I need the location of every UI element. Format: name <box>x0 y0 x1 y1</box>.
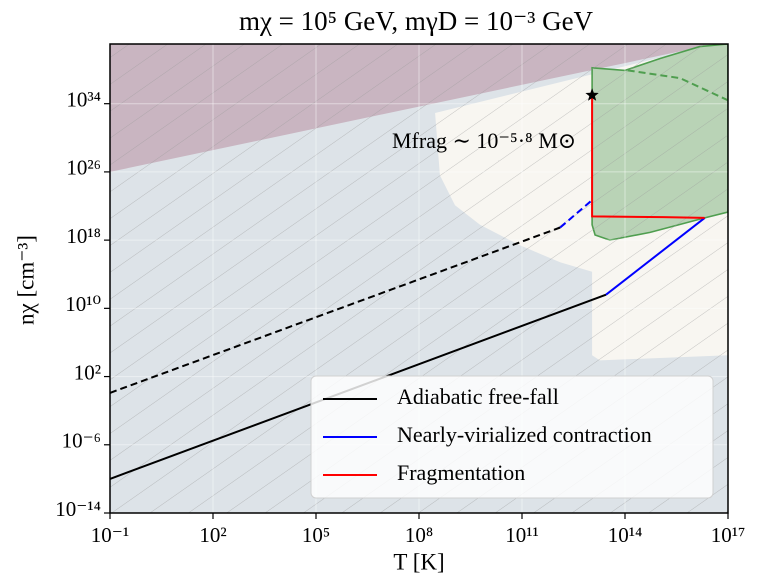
line <box>627 69 728 102</box>
y-tick-label: 10¹⁸ <box>66 224 101 248</box>
x-tick-label: 10¹⁴ <box>608 523 643 547</box>
y-tick-label: 10⁻⁶ <box>62 429 101 453</box>
star-marker <box>585 88 599 101</box>
lines <box>110 69 728 480</box>
line <box>605 217 706 296</box>
y-tick-label: 10³⁴ <box>66 88 101 112</box>
y-axis-label: nχ [cm⁻³] <box>13 235 38 325</box>
x-tick-label: 10¹¹ <box>505 523 539 547</box>
x-tick-label: 10⁸ <box>405 523 433 547</box>
legend: Adiabatic free-fall Nearly-virialized con… <box>310 375 714 499</box>
legend-label: Adiabatic free-fall <box>397 384 559 409</box>
legend-label: Nearly-virialized contraction <box>397 422 652 447</box>
x-axis-label: T [K] <box>393 549 444 574</box>
line <box>559 199 593 229</box>
annotation: Mfrag ∼ 10⁻⁵·⁸ M⊙ <box>392 128 576 153</box>
x-tick-label: 10⁻¹ <box>91 523 129 547</box>
y-tick-label: 10¹⁰ <box>65 292 101 316</box>
line <box>110 226 561 394</box>
legend-label: Fragmentation <box>397 460 525 485</box>
y-tick-label: 10² <box>74 360 101 384</box>
x-tick-label: 10¹⁷ <box>711 523 746 547</box>
x-tick-label: 10⁵ <box>302 523 330 547</box>
ticks: 10⁻¹ 10² 10⁵ 10⁸ 10¹¹ 10¹⁴ 10¹⁷ 10⁻¹⁴ 10⁻⁶ 10² 10¹… <box>55 88 745 547</box>
y-tick-label: 10²⁶ <box>66 156 101 180</box>
line <box>591 95 705 219</box>
y-tick-label: 10⁻¹⁴ <box>55 497 101 521</box>
chart-title: mχ = 10⁵ GeV, mγD = 10⁻³ GeV <box>239 6 594 36</box>
legend-box <box>310 375 714 499</box>
x-tick-label: 10² <box>199 523 226 547</box>
